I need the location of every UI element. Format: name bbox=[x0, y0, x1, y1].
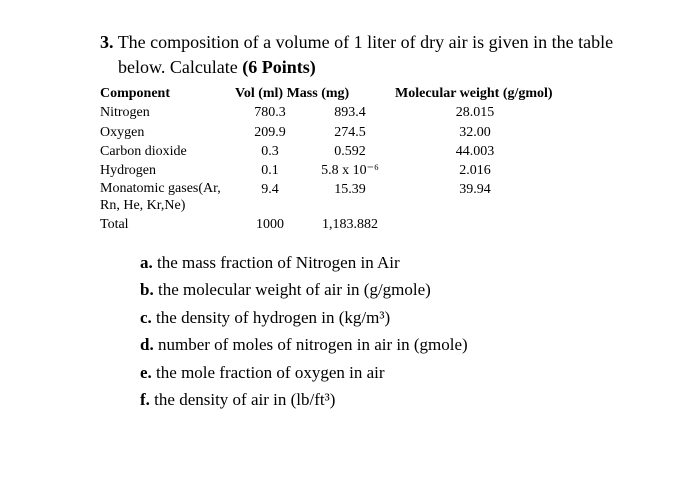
cell-mass: 5.8 x 10⁻⁶ bbox=[305, 162, 395, 180]
item-text: the density of air in (lb/ft³) bbox=[150, 390, 335, 409]
question-intro: 3. The composition of a volume of 1 lite… bbox=[100, 30, 620, 80]
table-total-row: Total 1000 1,183.882 bbox=[100, 216, 620, 234]
cell-component: Hydrogen bbox=[100, 162, 235, 180]
cell-vol: 9.4 bbox=[235, 181, 305, 215]
subquestion-d: d. number of moles of nitrogen in air in… bbox=[140, 332, 620, 358]
header-volmass: Vol (ml) Mass (mg) bbox=[235, 86, 395, 102]
item-text: number of moles of nitrogen in air in (g… bbox=[154, 335, 468, 354]
subquestion-c: c. the density of hydrogen in (kg/m³) bbox=[140, 305, 620, 331]
cell-mass: 893.4 bbox=[305, 104, 395, 122]
cell-mass: 0.592 bbox=[305, 143, 395, 161]
table-row: Nitrogen 780.3 893.4 28.015 bbox=[100, 104, 620, 122]
cell-vol: 0.1 bbox=[235, 162, 305, 180]
cell-mass: 15.39 bbox=[305, 181, 395, 215]
table-row: Oxygen 209.9 274.5 32.00 bbox=[100, 124, 620, 142]
subquestion-b: b. the molecular weight of air in (g/gmo… bbox=[140, 277, 620, 303]
item-letter: a. bbox=[140, 253, 153, 272]
question-points: (6 Points) bbox=[242, 57, 316, 77]
cell-mw: 2.016 bbox=[395, 162, 555, 180]
item-text: the mole fraction of oxygen in air bbox=[152, 363, 385, 382]
table-row: Hydrogen 0.1 5.8 x 10⁻⁶ 2.016 bbox=[100, 162, 620, 180]
cell-component: Oxygen bbox=[100, 124, 235, 142]
cell-mw: 32.00 bbox=[395, 124, 555, 142]
table-row: Monatomic gases(Ar, Rn, He, Kr,Ne) 9.4 1… bbox=[100, 181, 620, 215]
header-mw: Molecular weight (g/gmol) bbox=[395, 86, 575, 102]
subquestion-a: a. the mass fraction of Nitrogen in Air bbox=[140, 250, 620, 276]
table-header-row: Component Vol (ml) Mass (mg) Molecular w… bbox=[100, 86, 620, 102]
subquestions-list: a. the mass fraction of Nitrogen in Air … bbox=[100, 250, 620, 413]
item-letter: b. bbox=[140, 280, 154, 299]
cell-total-mw bbox=[395, 216, 555, 234]
cell-mw: 39.94 bbox=[395, 181, 555, 215]
cell-vol: 0.3 bbox=[235, 143, 305, 161]
cell-total-mass: 1,183.882 bbox=[305, 216, 395, 234]
item-text: the molecular weight of air in (g/gmole) bbox=[154, 280, 431, 299]
cell-vol: 780.3 bbox=[235, 104, 305, 122]
item-letter: f. bbox=[140, 390, 150, 409]
table-row: Carbon dioxide 0.3 0.592 44.003 bbox=[100, 143, 620, 161]
header-component: Component bbox=[100, 86, 235, 102]
item-letter: d. bbox=[140, 335, 154, 354]
composition-table: Component Vol (ml) Mass (mg) Molecular w… bbox=[100, 86, 620, 234]
cell-component: Nitrogen bbox=[100, 104, 235, 122]
cell-mass: 274.5 bbox=[305, 124, 395, 142]
item-text: the mass fraction of Nitrogen in Air bbox=[153, 253, 400, 272]
cell-component: Carbon dioxide bbox=[100, 143, 235, 161]
item-text: the density of hydrogen in (kg/m³) bbox=[152, 308, 390, 327]
cell-mw: 28.015 bbox=[395, 104, 555, 122]
question-number: 3. bbox=[100, 32, 114, 52]
item-letter: e. bbox=[140, 363, 152, 382]
subquestion-e: e. the mole fraction of oxygen in air bbox=[140, 360, 620, 386]
question-text: The composition of a volume of 1 liter o… bbox=[118, 32, 613, 77]
subquestion-f: f. the density of air in (lb/ft³) bbox=[140, 387, 620, 413]
item-letter: c. bbox=[140, 308, 152, 327]
cell-vol: 209.9 bbox=[235, 124, 305, 142]
cell-component: Monatomic gases(Ar, Rn, He, Kr,Ne) bbox=[100, 181, 235, 215]
cell-total-label: Total bbox=[100, 216, 235, 234]
cell-total-vol: 1000 bbox=[235, 216, 305, 234]
cell-mw: 44.003 bbox=[395, 143, 555, 161]
